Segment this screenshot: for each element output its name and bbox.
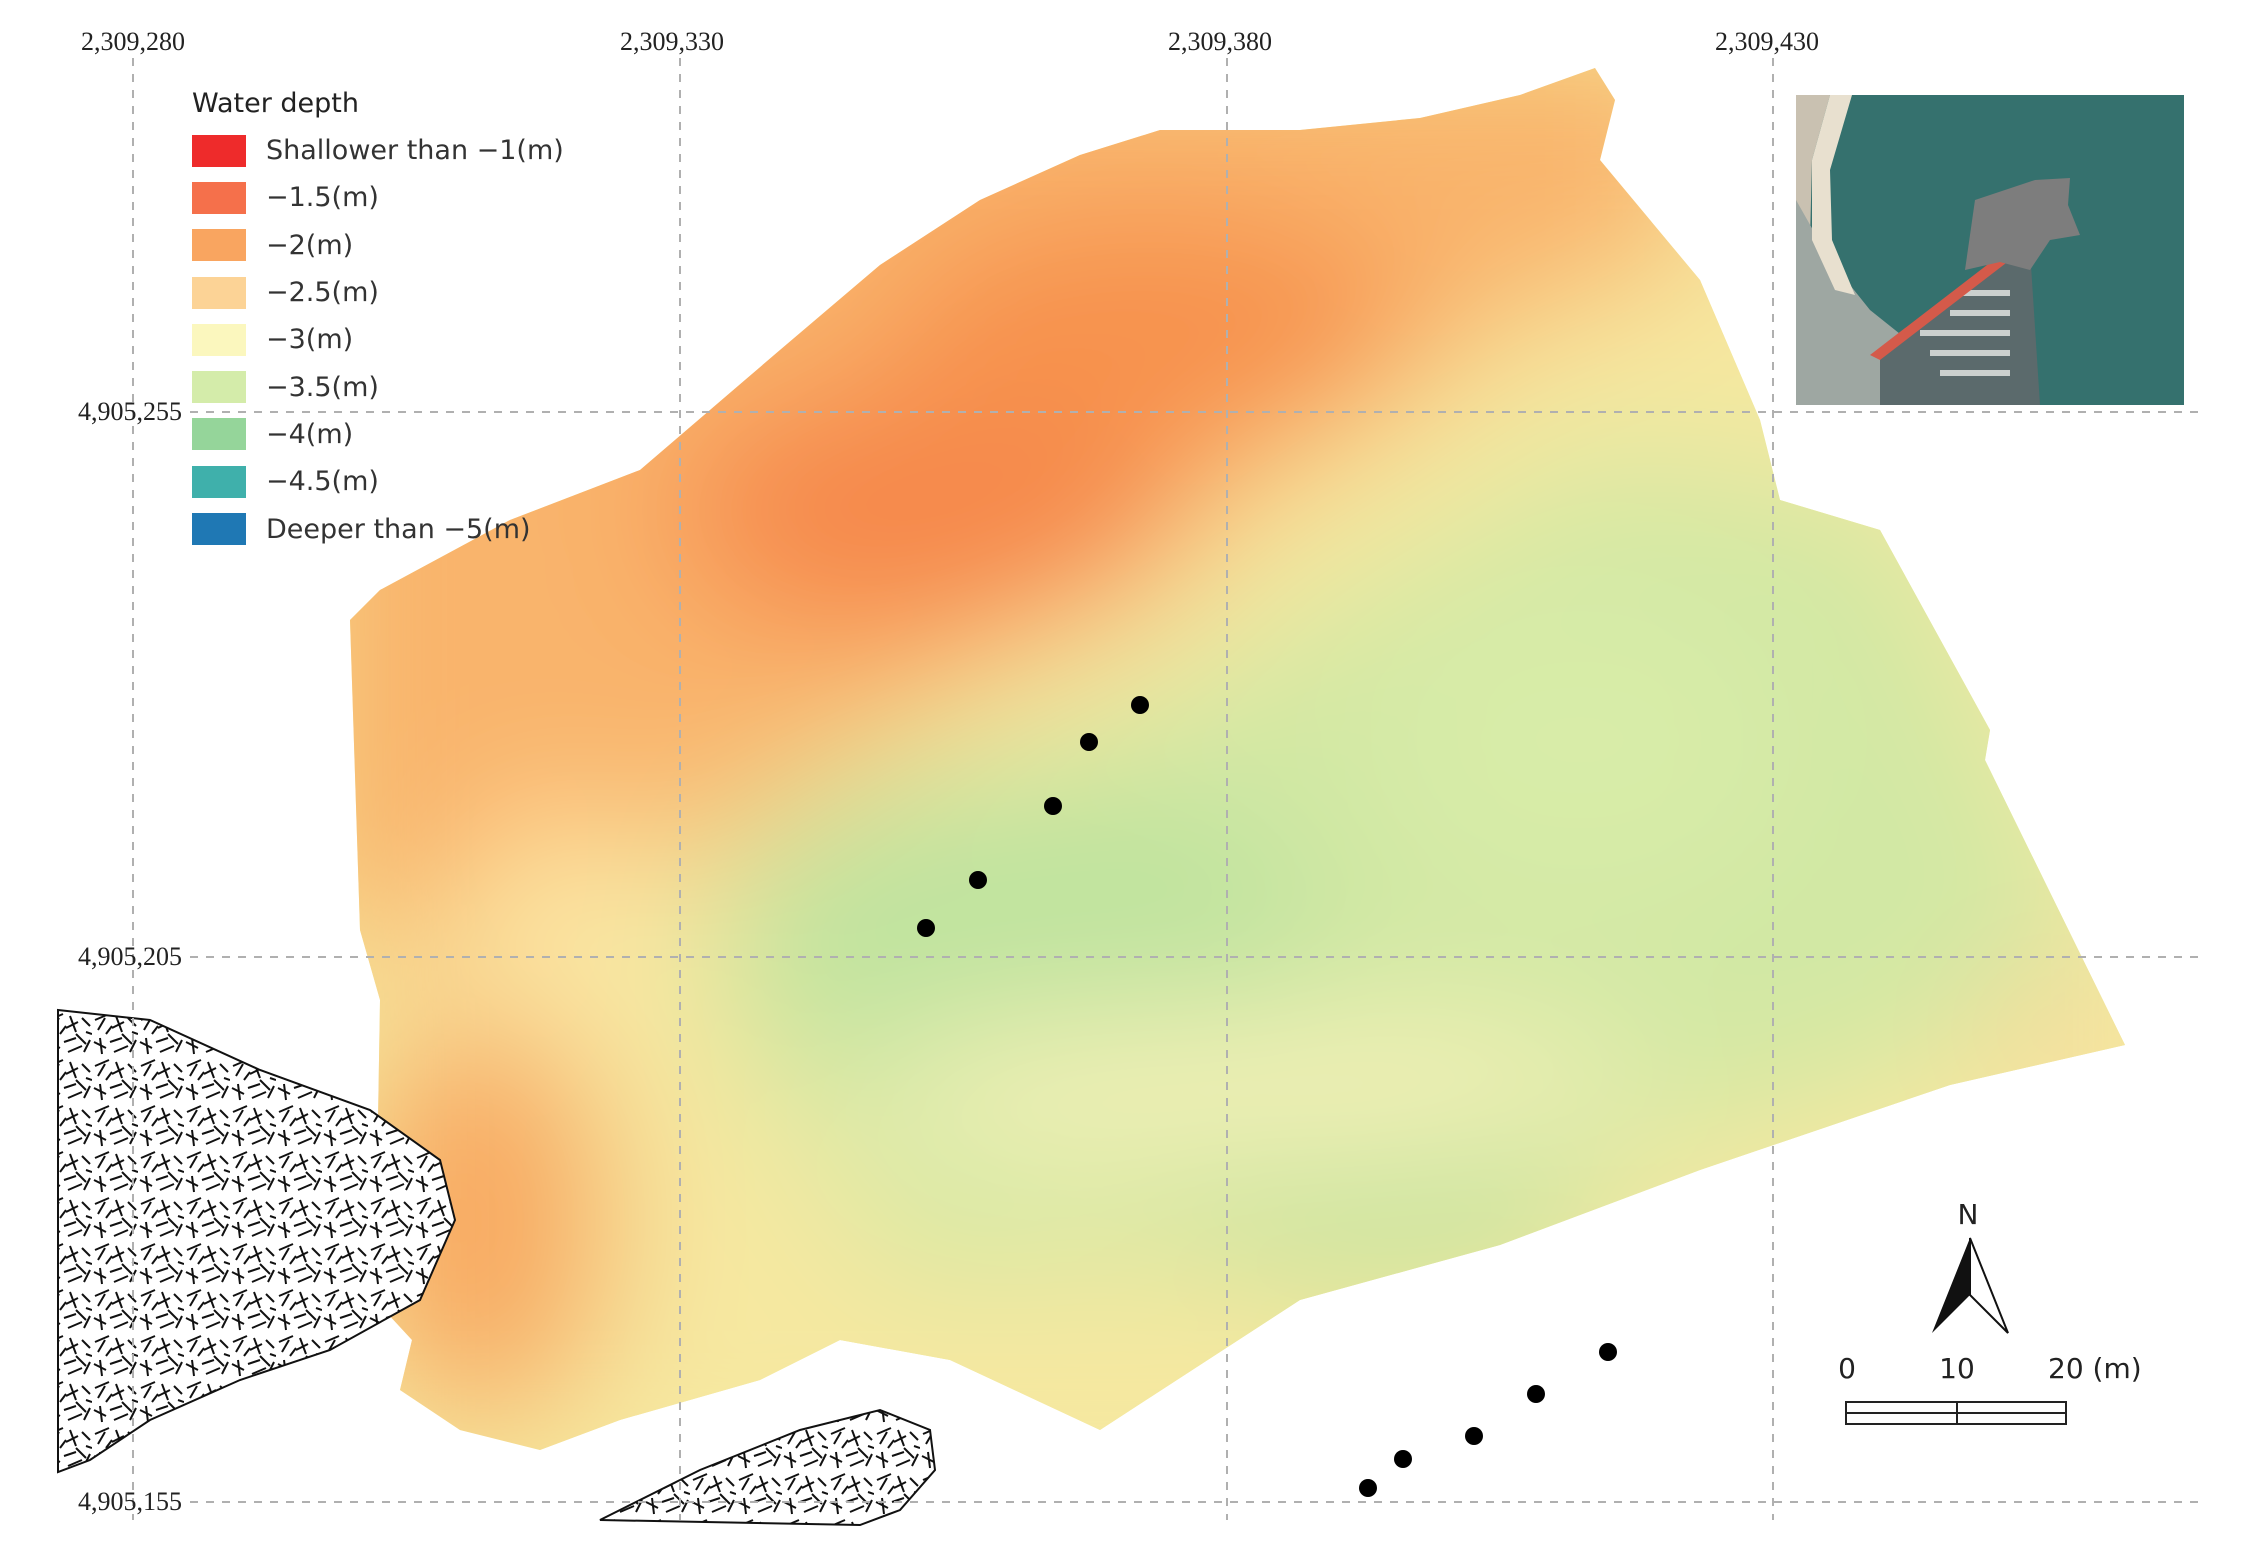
- x-coord-label: 2,309,430: [1715, 27, 1819, 56]
- survey-point: [1394, 1450, 1412, 1468]
- legend-item: −2(m): [192, 222, 564, 269]
- legend-label: −3(m): [266, 324, 354, 356]
- legend-label: −4.5(m): [266, 466, 379, 498]
- legend-label: −3.5(m): [266, 371, 379, 403]
- legend-item: −1.5(m): [192, 174, 564, 221]
- legend-swatch: [192, 134, 246, 167]
- legend-swatch: [192, 181, 246, 214]
- survey-point: [1527, 1385, 1545, 1403]
- survey-point: [1044, 797, 1062, 815]
- legend-swatch: [192, 323, 246, 356]
- rocky-breakwater-bottom: [599, 1408, 937, 1527]
- y-coord-label: 4,905,255: [78, 397, 182, 426]
- survey-point: [1599, 1343, 1617, 1361]
- coordinate-grid: [132, 58, 2200, 1520]
- y-coord-label: 4,905,205: [78, 942, 182, 971]
- scale-bar: 0 10 20 (m): [1838, 1352, 2142, 1425]
- legend-swatch: [192, 465, 246, 498]
- survey-point: [969, 871, 987, 889]
- x-coord-label: 2,309,380: [1168, 27, 1272, 56]
- scale-tick-label: 0: [1838, 1352, 1856, 1385]
- legend-item: Deeper than −5(m): [192, 505, 564, 552]
- survey-point: [1131, 696, 1149, 714]
- legend-item: −4(m): [192, 411, 564, 458]
- survey-points-upper: [917, 696, 1149, 937]
- survey-points-lower: [1359, 1343, 1617, 1497]
- scale-tick-label: 20 (m): [2048, 1352, 2142, 1385]
- survey-point: [1465, 1427, 1483, 1445]
- x-coord-label: 2,309,330: [620, 27, 724, 56]
- legend-swatch: [192, 513, 246, 546]
- legend-swatch: [192, 371, 246, 404]
- north-arrow: N: [1932, 1198, 2009, 1334]
- inset-satellite-map: [1796, 95, 2184, 405]
- legend-item: −3.5(m): [192, 363, 564, 410]
- survey-point: [917, 919, 935, 937]
- x-coord-label: 2,309,280: [81, 27, 185, 56]
- north-arrow-label: N: [1958, 1198, 1979, 1231]
- legend-label: −4(m): [266, 418, 354, 450]
- legend-label: −1.5(m): [266, 182, 379, 214]
- legend: Water depth Shallower than −1(m) −1.5(m)…: [192, 88, 564, 553]
- legend-item: −2.5(m): [192, 269, 564, 316]
- survey-point: [1359, 1479, 1377, 1497]
- legend-label: Shallower than −1(m): [266, 135, 564, 167]
- legend-item: −4.5(m): [192, 458, 564, 505]
- legend-swatch: [192, 418, 246, 451]
- scale-tick-label: 10: [1939, 1352, 1975, 1385]
- legend-label: Deeper than −5(m): [266, 513, 531, 545]
- legend-title: Water depth: [192, 88, 359, 119]
- survey-point: [1080, 733, 1098, 751]
- rocky-shore-left: [57, 1008, 457, 1474]
- legend-swatch: [192, 229, 246, 262]
- legend-item: −3(m): [192, 316, 564, 363]
- legend-label: −2(m): [266, 229, 354, 261]
- y-coord-label: 4,905,155: [78, 1487, 182, 1516]
- legend-label: −2.5(m): [266, 277, 379, 309]
- legend-item: Shallower than −1(m): [192, 127, 564, 174]
- legend-swatch: [192, 276, 246, 309]
